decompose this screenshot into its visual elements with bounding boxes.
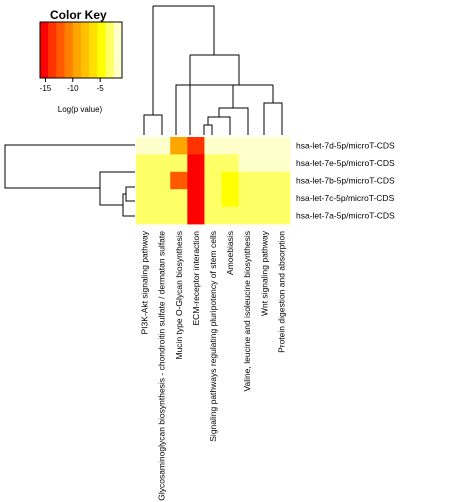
color-key-swatch	[48, 22, 57, 78]
heatmap-cell	[136, 137, 154, 155]
heatmap-cell	[170, 137, 188, 155]
column-label: PI3K-Akt signaling pathway	[140, 230, 150, 334]
heatmap-cell	[187, 154, 205, 173]
color-key-tick-label: -15	[40, 84, 52, 93]
color-key-swatch	[64, 22, 74, 78]
heatmap-cell	[221, 154, 240, 173]
heatmap-cell	[187, 189, 205, 207]
heatmap-cell	[255, 137, 274, 155]
column-dendrogram	[143, 5, 283, 135]
heatmap-cell	[187, 137, 205, 155]
heatmap-cell	[170, 171, 188, 190]
color-key-swatch	[105, 22, 115, 78]
color-key-swatch	[81, 22, 90, 78]
column-label: Mucin type O-Glycan biosynthesis	[174, 231, 184, 360]
heatmap-cell	[153, 171, 171, 190]
heatmap-cell	[238, 206, 257, 225]
heatmap-cell	[272, 189, 291, 207]
heatmap-cell	[272, 206, 291, 225]
column-label: ECM-receptor interaction	[191, 231, 201, 326]
color-key-swatch	[89, 22, 98, 78]
heatmap-cell	[255, 206, 274, 225]
color-key-xlabel: Log(p value)	[58, 105, 103, 114]
color-key-swatch	[40, 22, 49, 78]
row-dendrogram	[4, 144, 135, 217]
heatmap-cell	[136, 189, 154, 207]
row-label: hsa-let-7d-5p/microT-CDS	[296, 141, 395, 151]
heatmap-cell	[272, 137, 291, 155]
heatmap-cell	[238, 154, 257, 173]
row-label: hsa-let-7e-5p/microT-CDS	[296, 158, 395, 168]
heatmap-cell	[238, 137, 257, 155]
row-label: hsa-let-7c-5p/microT-CDS	[296, 193, 395, 203]
heatmap-cell	[221, 137, 240, 155]
color-key-tick-label: -10	[67, 84, 79, 93]
heatmap-cell	[153, 189, 171, 207]
color-key-title: Color Key	[50, 8, 107, 22]
heatmap-cell	[238, 171, 257, 190]
heatmap-cell	[170, 189, 188, 207]
color-key: Color Key -15 -10 -5 Log(p value)	[39, 8, 123, 114]
heatmap-cell	[136, 154, 154, 173]
row-label: hsa-let-7b-5p/microT-CDS	[296, 176, 395, 186]
color-key-tick-label: -5	[97, 84, 105, 93]
row-label: hsa-let-7a-5p/microT-CDS	[296, 210, 395, 220]
heatmap-cell	[272, 154, 291, 173]
heatmap-cell	[153, 137, 171, 155]
heatmap-cell	[170, 154, 188, 173]
heatmap-cell	[255, 154, 274, 173]
heatmap-cell	[187, 171, 205, 190]
heatmap-cell	[272, 171, 291, 190]
heatmap-cell	[170, 206, 188, 225]
heatmap-cell	[153, 206, 171, 225]
column-label: Valine, leucine and isoleucine biosynthe…	[242, 231, 252, 392]
heatmap-cell	[204, 154, 222, 173]
heatmap-cell	[136, 171, 154, 190]
column-label: Glycosaminoglycan biosynthesis - chondro…	[157, 231, 167, 501]
heatmap-cell	[221, 171, 240, 190]
heatmap-cell	[187, 206, 205, 225]
color-key-swatch	[72, 22, 82, 78]
row-labels: hsa-let-7d-5p/microT-CDS hsa-let-7e-5p/mi…	[296, 141, 395, 221]
color-key-ticks: -15 -10 -5	[40, 78, 105, 93]
color-key-swatch	[56, 22, 65, 78]
heatmap-cell	[204, 137, 222, 155]
heatmap-cell	[221, 189, 240, 207]
column-label: Protein digestion and absorption	[276, 231, 286, 353]
heatmap-cell	[136, 206, 154, 225]
color-key-swatch	[113, 22, 123, 78]
heatmap-cells	[136, 137, 291, 225]
heatmap-cell	[204, 171, 222, 190]
column-label: Wnt signaling pathway	[259, 230, 269, 316]
color-key-swatch	[97, 22, 106, 78]
color-key-gradient	[39, 21, 123, 79]
heatmap-cell	[204, 206, 222, 225]
color-key-frame	[39, 21, 123, 79]
heatmap-cell	[204, 189, 222, 207]
heatmap-cell	[238, 189, 257, 207]
heatmap-cell	[255, 171, 274, 190]
heatmap-cell	[255, 189, 274, 207]
heatmap-cell	[221, 206, 240, 225]
column-label: Amoebiasis	[225, 231, 235, 275]
column-label: Signaling pathways regulating pluripoten…	[208, 231, 218, 442]
column-labels: PI3K-Akt signaling pathway Glycosaminogly…	[140, 230, 287, 501]
heatmap-cell	[153, 154, 171, 173]
